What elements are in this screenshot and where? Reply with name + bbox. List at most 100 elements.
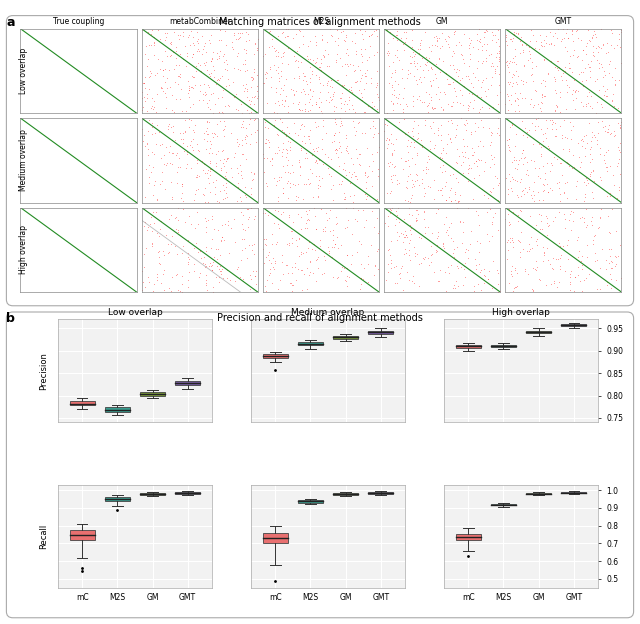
Point: [593, 223, 603, 233]
Point: [262, 69, 273, 79]
Point: [447, 51, 458, 61]
Point: [557, 134, 567, 144]
Bar: [526, 493, 551, 494]
Point: [607, 95, 618, 105]
Point: [392, 79, 403, 89]
Point: [350, 38, 360, 48]
Point: [372, 147, 382, 157]
Point: [404, 203, 414, 213]
Point: [300, 71, 310, 81]
Point: [605, 129, 615, 139]
Point: [364, 162, 374, 172]
Point: [283, 101, 293, 111]
Point: [387, 82, 397, 92]
Point: [563, 235, 573, 245]
Point: [237, 234, 247, 244]
Point: [504, 56, 515, 66]
Point: [317, 50, 328, 60]
Point: [172, 167, 182, 177]
Point: [289, 119, 299, 129]
Point: [494, 52, 504, 62]
Point: [138, 102, 148, 112]
Point: [310, 122, 321, 132]
Point: [202, 285, 212, 295]
Point: [403, 147, 413, 157]
Point: [424, 260, 435, 270]
Point: [479, 27, 490, 37]
Point: [216, 165, 227, 175]
Point: [177, 188, 188, 198]
Point: [442, 129, 452, 139]
Point: [294, 25, 304, 35]
Point: [531, 120, 541, 130]
Point: [336, 97, 346, 107]
Point: [182, 51, 193, 61]
Point: [191, 238, 201, 248]
Point: [418, 165, 428, 175]
Point: [287, 280, 297, 290]
Point: [426, 124, 436, 134]
Point: [367, 120, 378, 130]
Point: [348, 61, 358, 71]
Point: [271, 240, 282, 250]
Point: [356, 259, 366, 269]
Point: [445, 218, 456, 228]
Point: [212, 196, 223, 206]
Point: [594, 222, 604, 232]
Point: [143, 54, 153, 64]
Point: [328, 180, 339, 190]
Point: [236, 255, 246, 265]
Point: [349, 167, 359, 177]
Point: [463, 203, 473, 213]
Point: [425, 144, 435, 154]
Point: [531, 240, 541, 250]
Point: [396, 263, 406, 273]
Point: [278, 183, 289, 193]
Point: [595, 57, 605, 67]
Point: [463, 101, 474, 111]
Point: [200, 222, 211, 232]
Point: [536, 150, 547, 160]
Point: [607, 72, 617, 82]
Point: [246, 95, 256, 105]
Point: [311, 143, 321, 153]
Point: [419, 208, 429, 218]
Point: [410, 225, 420, 235]
Point: [198, 44, 208, 54]
Point: [336, 118, 346, 128]
Point: [493, 279, 504, 289]
Point: [439, 243, 449, 253]
Point: [523, 56, 533, 66]
Point: [353, 205, 364, 215]
Point: [512, 190, 522, 200]
Point: [483, 274, 493, 284]
Point: [370, 261, 380, 271]
Point: [284, 210, 294, 220]
Point: [579, 177, 589, 187]
Point: [410, 205, 420, 215]
Point: [283, 193, 293, 203]
Point: [229, 31, 239, 41]
Point: [172, 249, 182, 259]
Point: [492, 128, 502, 138]
Point: [493, 268, 504, 278]
Point: [458, 134, 468, 144]
Point: [538, 186, 548, 196]
Point: [204, 69, 214, 79]
Point: [504, 57, 515, 67]
Point: [202, 129, 212, 139]
Point: [278, 27, 288, 37]
Point: [193, 34, 203, 44]
Bar: [526, 331, 551, 333]
Point: [467, 127, 477, 137]
Point: [501, 24, 511, 34]
Point: [486, 80, 497, 90]
Point: [239, 66, 250, 76]
Point: [296, 212, 306, 222]
Point: [344, 95, 354, 105]
Point: [513, 235, 523, 245]
Point: [476, 155, 486, 165]
Point: [505, 233, 515, 243]
Point: [164, 147, 174, 157]
Point: [488, 30, 499, 40]
